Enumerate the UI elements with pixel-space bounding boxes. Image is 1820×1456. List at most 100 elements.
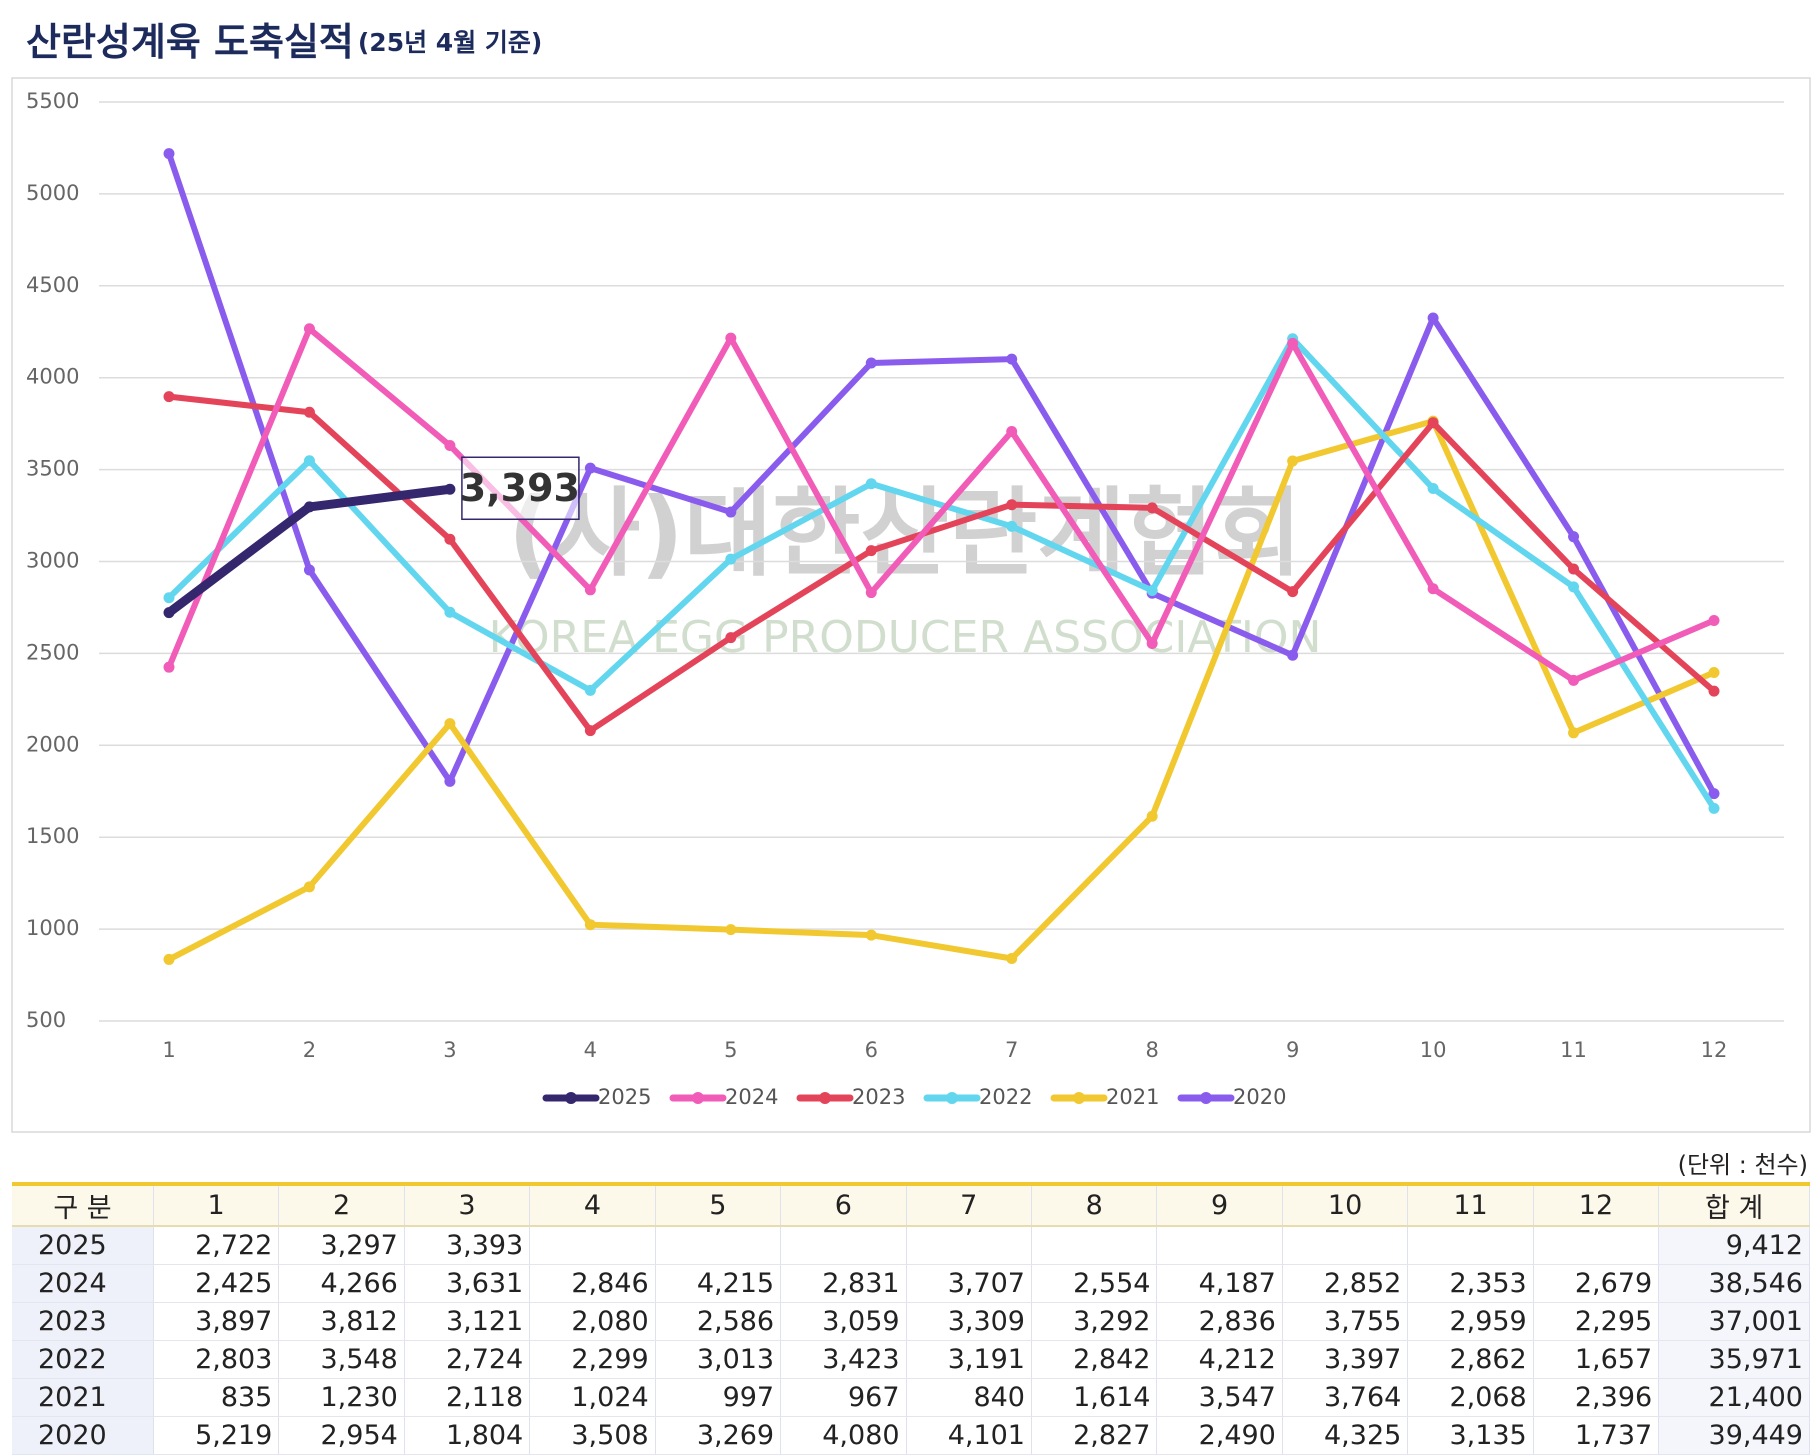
table-cell: 2,586: [655, 1302, 782, 1341]
table-cell: 3,423: [780, 1340, 907, 1379]
legend-label: 2021: [1106, 1085, 1159, 1109]
table-cell: 9: [1156, 1182, 1283, 1227]
legend-dot: [565, 1092, 577, 1104]
series-point: [303, 881, 315, 893]
table-cell: 3,292: [1031, 1302, 1158, 1341]
table-cell: 2,852: [1282, 1264, 1409, 1303]
table-cell: 3,309: [906, 1302, 1032, 1341]
x-tick-label: 4: [584, 1038, 597, 1062]
series-line: [166, 325, 1717, 684]
x-tick-label: 12: [1701, 1038, 1728, 1062]
series-point: [1146, 810, 1158, 822]
x-tick-label: 7: [1005, 1038, 1018, 1062]
series-point: [1568, 531, 1580, 543]
table-row: 2025 2,722 3,297 3,393 9,412: [12, 1226, 1810, 1265]
table-cell: 2,068: [1407, 1378, 1534, 1417]
series-point: [1146, 637, 1158, 649]
table-cell: 2,724: [404, 1340, 531, 1379]
legend-dot: [1073, 1092, 1085, 1104]
table-cell: 35,971: [1658, 1340, 1810, 1379]
series-point: [1287, 586, 1299, 598]
series-point: [1006, 426, 1018, 438]
watermark-sub: KOREA EGG PRODUCER ASSOCIATION: [489, 612, 1322, 663]
table-cell: 11: [1407, 1182, 1534, 1227]
table-cell: 21,400: [1658, 1378, 1810, 1417]
series-point: [1427, 483, 1439, 495]
table-cell: 3,812: [278, 1302, 405, 1341]
table-cell: [1031, 1226, 1158, 1265]
series-point: [1006, 953, 1018, 965]
table-cell: [1282, 1226, 1409, 1265]
series-point: [865, 545, 877, 557]
x-tick-label: 2: [303, 1038, 316, 1062]
series-point: [163, 391, 175, 403]
table-cell: 1,614: [1031, 1378, 1158, 1417]
x-tick-label: 1: [162, 1038, 175, 1062]
table-cell: 12: [1533, 1182, 1660, 1227]
table-row: 2022 2,803 3,548 2,724 2,299 3,013 3,423 3,191 2…: [12, 1340, 1810, 1379]
series-point: [1568, 581, 1580, 593]
series-point: [865, 357, 877, 369]
series-point: [444, 483, 456, 495]
table-cell: 3,764: [1282, 1378, 1409, 1417]
legend-label: 2020: [1233, 1085, 1286, 1109]
table-cell: 4,215: [655, 1264, 782, 1303]
table-cell: 2,490: [1156, 1416, 1283, 1455]
series-point: [1287, 337, 1299, 349]
series-point: [584, 684, 596, 696]
series-point: [303, 501, 315, 513]
series-line: [166, 335, 1717, 812]
series-point: [444, 718, 456, 730]
series-point: [584, 462, 596, 474]
table-cell: 4,325: [1282, 1416, 1409, 1455]
title-main: 산란성계육 도축실적: [26, 20, 354, 64]
table-cell: 5: [655, 1182, 782, 1227]
series-point: [1708, 685, 1720, 697]
series-point: [1708, 667, 1720, 679]
series-point: [303, 564, 315, 576]
table-cell: 2,827: [1031, 1416, 1158, 1455]
series-point: [865, 587, 877, 599]
table-cell: [780, 1226, 907, 1265]
table-cell: 2,299: [529, 1340, 656, 1379]
data-label: 3,393: [460, 466, 580, 510]
y-tick-label: 1500: [26, 824, 79, 848]
table-cell: 2,722: [153, 1226, 280, 1265]
table-cell: 2,959: [1407, 1302, 1534, 1341]
table-cell: 9,412: [1658, 1226, 1810, 1265]
legend-dot: [692, 1092, 704, 1104]
x-tick-label: 8: [1145, 1038, 1158, 1062]
y-tick-label: 1000: [26, 916, 79, 940]
series-point: [584, 584, 596, 596]
series-point: [584, 919, 596, 931]
table-cell: 8: [1031, 1182, 1158, 1227]
table-cell: [1533, 1226, 1660, 1265]
x-tick-label: 3: [443, 1038, 456, 1062]
legend-label: 2025: [598, 1085, 651, 1109]
table-cell: 1: [153, 1182, 280, 1227]
table-cell: 3,013: [655, 1340, 782, 1379]
table-cell: 10: [1282, 1182, 1409, 1227]
series-point: [865, 478, 877, 490]
table-cell: 835: [153, 1378, 280, 1417]
series-point: [1287, 649, 1299, 661]
series-point: [1006, 499, 1018, 511]
series-point: [1146, 502, 1158, 514]
table-cell: 3,059: [780, 1302, 907, 1341]
series-point: [1006, 353, 1018, 365]
y-tick-label: 5500: [26, 89, 79, 113]
series-point: [725, 632, 737, 644]
series-point: [584, 725, 596, 737]
series-point: [725, 924, 737, 936]
x-tick-label: 9: [1286, 1038, 1299, 1062]
table-cell: [906, 1226, 1032, 1265]
table-cell: 6: [780, 1182, 907, 1227]
legend-label: 2023: [852, 1085, 905, 1109]
y-tick-label: 3000: [26, 549, 79, 573]
series-line: [166, 393, 1717, 734]
series-point: [1427, 312, 1439, 324]
series-point: [163, 607, 175, 619]
table-cell: 2,831: [780, 1264, 907, 1303]
series-point: [1146, 585, 1158, 597]
